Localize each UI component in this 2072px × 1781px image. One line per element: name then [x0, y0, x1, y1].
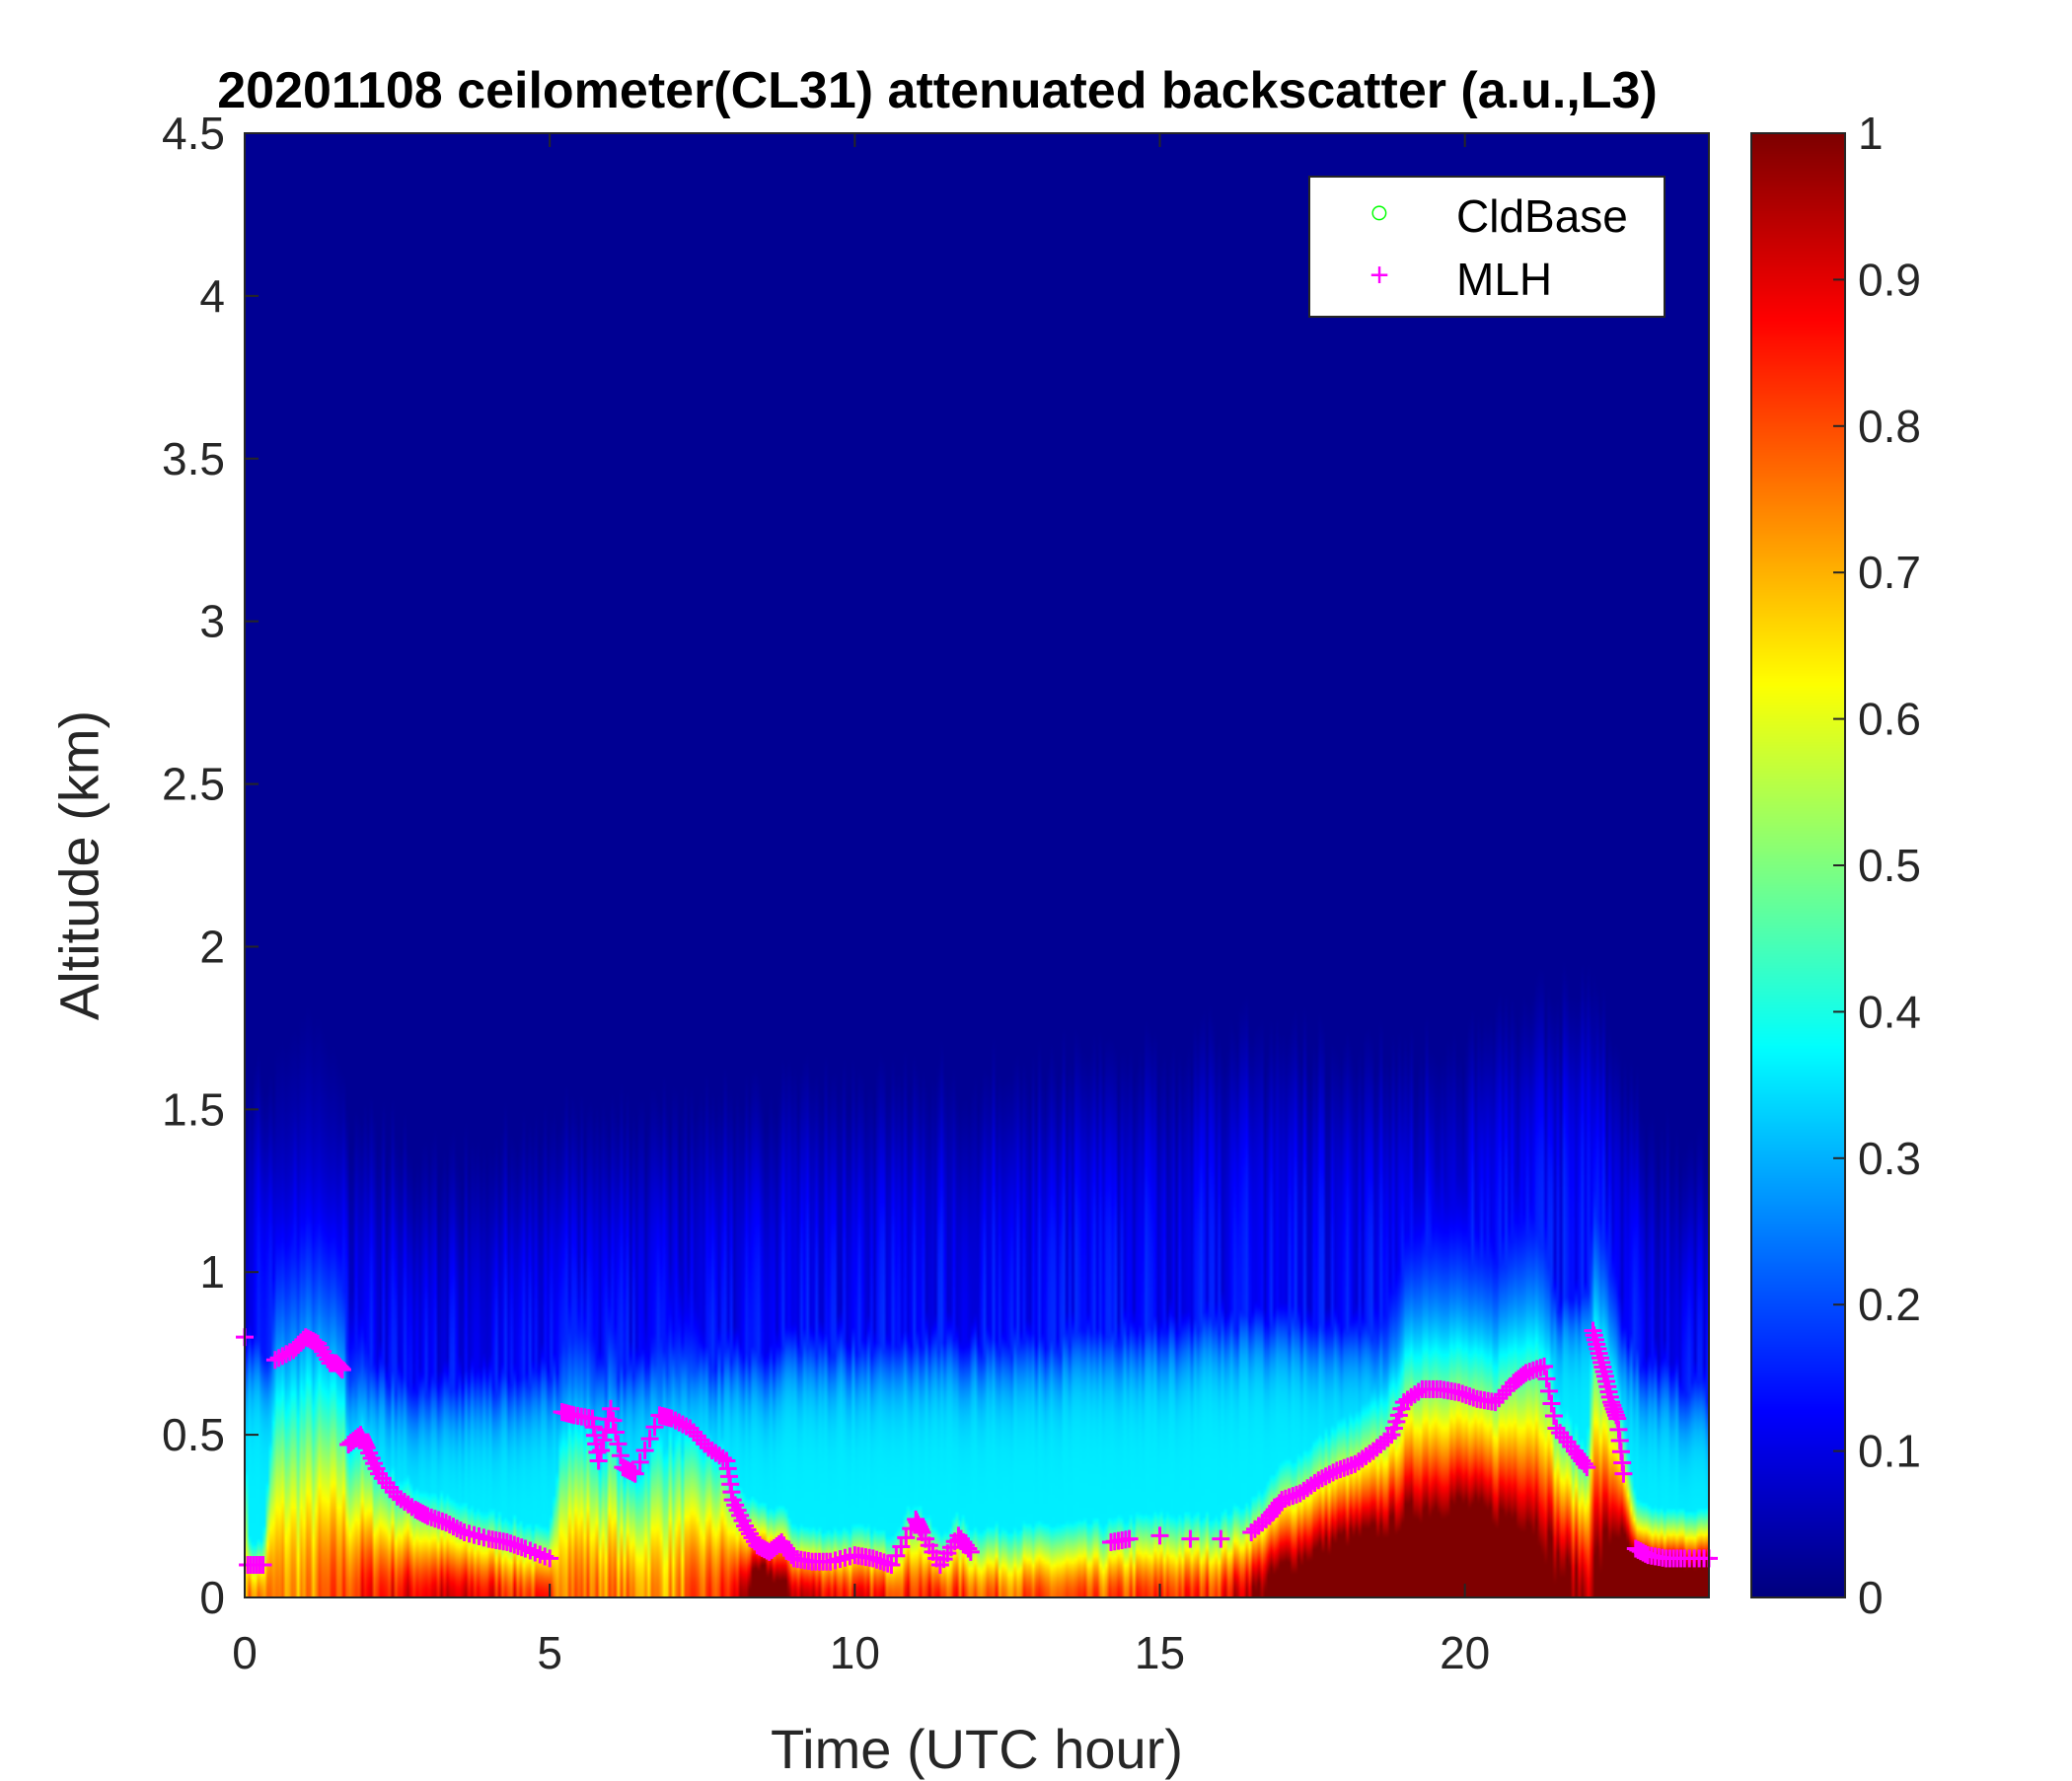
colorbar-tick-label: 0.8 — [1858, 401, 1921, 452]
mlh-marker — [602, 1399, 620, 1418]
mlh-marker — [609, 1435, 628, 1453]
y-tick-label: 0 — [199, 1572, 225, 1623]
colorbar: 0 0.1 0.2 0.3 0.4 0.5 0.6 0.7 0.8 0.9 1 — [1750, 108, 1921, 1623]
y-tick-label: 3 — [199, 596, 225, 647]
x-tick-label: 15 — [1135, 1627, 1185, 1678]
colorbar-tick-label: 0.3 — [1858, 1133, 1921, 1184]
mlh-marker — [1150, 1526, 1169, 1545]
colorbar-axis: 0 0.1 0.2 0.3 0.4 0.5 0.6 0.7 0.8 0.9 1 — [1750, 108, 1921, 1623]
legend-entry-cldbase: ○ CldBase — [1310, 186, 1664, 245]
mlh-marker — [1614, 1464, 1633, 1483]
plot-area — [236, 133, 1718, 1597]
colorbar-tick-label: 0.4 — [1858, 986, 1921, 1037]
legend-label: MLH — [1456, 254, 1553, 305]
colorbar-tick-label: 0 — [1858, 1572, 1884, 1623]
x-tick-label: 0 — [232, 1627, 258, 1678]
mlh-marker — [589, 1451, 608, 1470]
mlh-marker — [1539, 1381, 1558, 1400]
colorbar-tick-label: 0.7 — [1858, 547, 1921, 598]
x-tick-label: 20 — [1440, 1627, 1490, 1678]
chart-title: 20201108 ceilometer(CL31) attenuated bac… — [217, 62, 1658, 119]
legend-label: CldBase — [1456, 190, 1628, 242]
y-tick-label: 0.5 — [162, 1409, 225, 1460]
x-tick-label: 5 — [537, 1627, 562, 1678]
plot-overlay — [236, 1321, 1718, 1575]
mlh-marker — [1181, 1529, 1200, 1548]
mlh-marker — [236, 1328, 254, 1347]
colorbar-tick-label: 0.9 — [1858, 254, 1921, 305]
colorbar-tick-label: 0.5 — [1858, 840, 1921, 891]
colorbar-gradient — [1751, 133, 1845, 1597]
y-tick-label: 2 — [199, 921, 225, 972]
mlh-marker — [1544, 1406, 1563, 1425]
colorbar-tick-label: 0.2 — [1858, 1279, 1921, 1330]
x-axis-label: Time (UTC hour) — [771, 1718, 1183, 1780]
y-tick-label: 3.5 — [162, 433, 225, 484]
y-tick-label: 1 — [199, 1246, 225, 1298]
mlh-marker — [1542, 1394, 1561, 1413]
colorbar-tick-label: 0.6 — [1858, 694, 1921, 745]
y-tick-label: 4 — [199, 270, 225, 322]
x-tick-label: 10 — [830, 1627, 880, 1678]
y-tick-label: 1.5 — [162, 1083, 225, 1135]
colorbar-tick-label: 1 — [1858, 108, 1884, 159]
mlh-marker — [1212, 1529, 1230, 1548]
y-tick-label: 2.5 — [162, 759, 225, 810]
legend-entry-mlh: + MLH — [1310, 249, 1664, 308]
legend: ○ CldBase + MLH — [1308, 176, 1665, 318]
colorbar-frame — [1750, 132, 1846, 1598]
colorbar-tick-label: 0.1 — [1858, 1426, 1921, 1477]
circle-marker-icon: ○ — [1369, 193, 1390, 231]
y-axis-label: Altitude (km) — [47, 709, 111, 1021]
plus-marker-icon: + — [1369, 257, 1389, 294]
